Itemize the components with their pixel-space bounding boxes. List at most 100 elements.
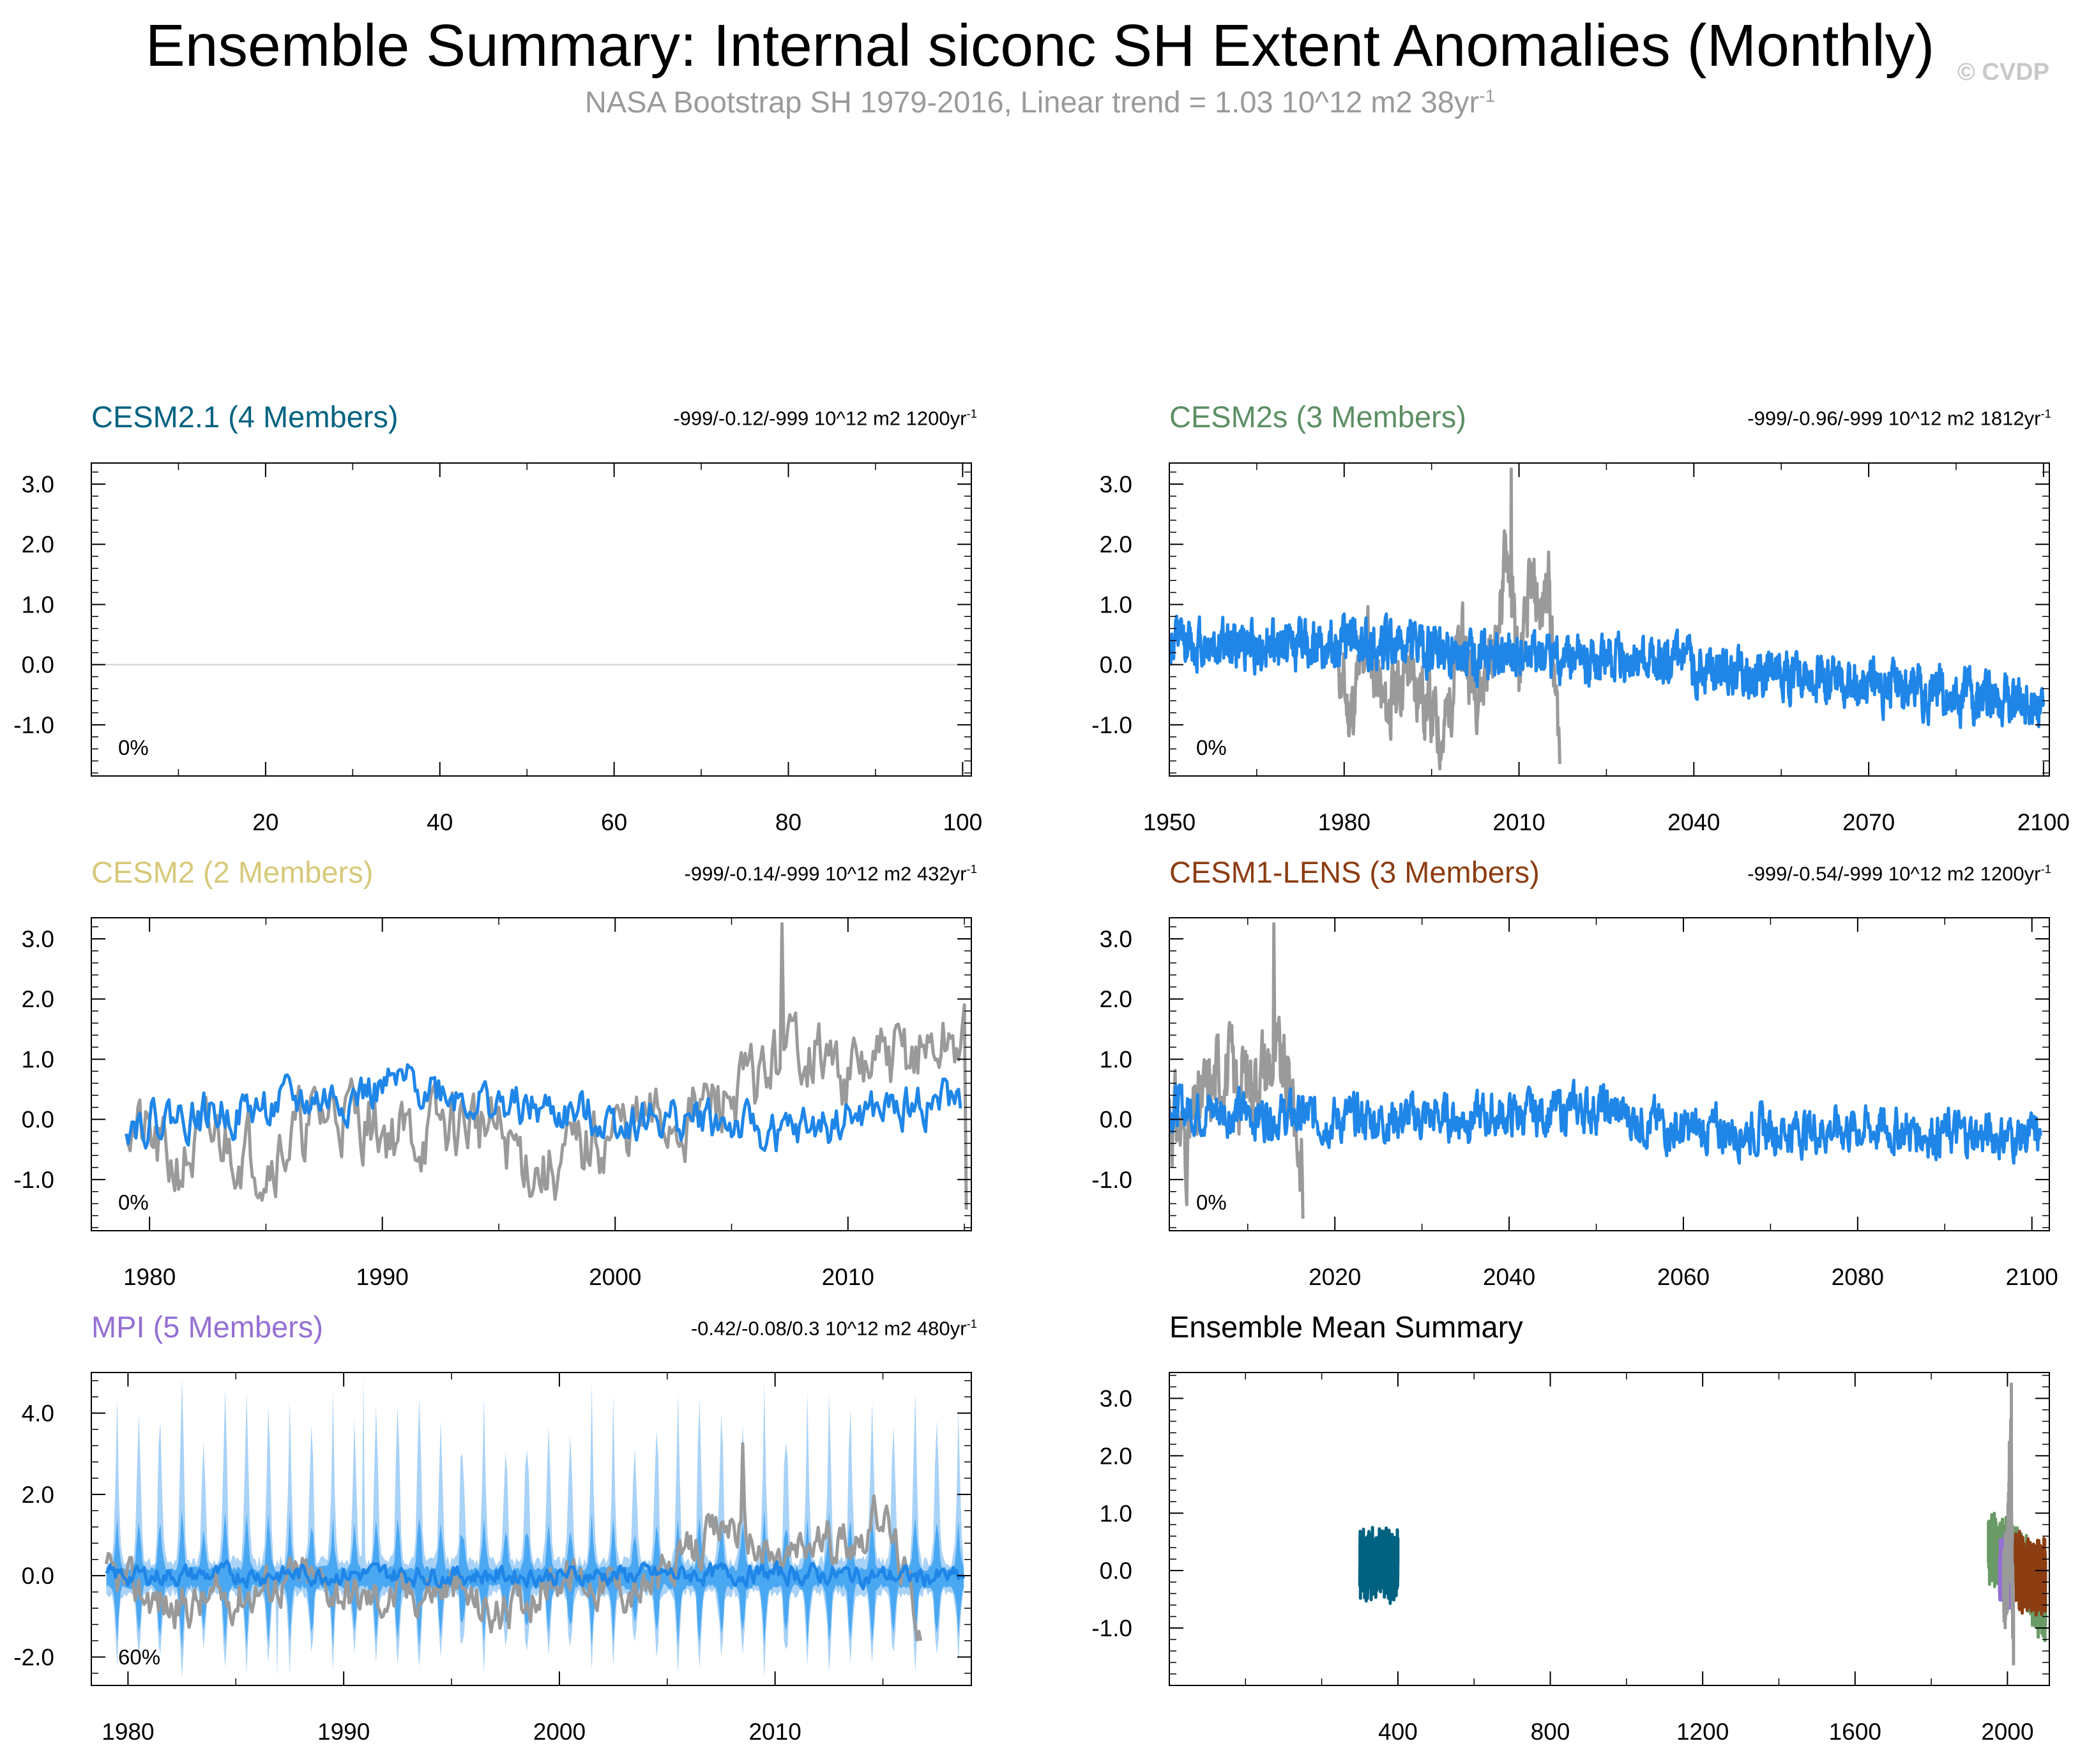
cesm2s-xtick-label: 1980: [1318, 809, 1370, 835]
cesm21-stats-text: -999/-0.12/-999 10^12 m2 1200yr: [673, 407, 967, 430]
cesm1lens-xtick-label: 2020: [1309, 1264, 1361, 1290]
cesm2-panel-stats: -999/-0.14/-999 10^12 m2 432yr-1: [685, 862, 977, 885]
cesm1lens-xtick-label: 2100: [2006, 1264, 2058, 1290]
cesm1lens-xtick-label: 2040: [1483, 1264, 1535, 1290]
cesm1lens-xtick-label: 2060: [1657, 1264, 1710, 1290]
cesm21-xtick-label: 20: [252, 809, 278, 835]
figure-subtitle: NASA Bootstrap SH 1979-2016, Linear tren…: [0, 84, 2080, 119]
cesm2s-ytick-label: 3.0: [1100, 471, 1132, 498]
ensmean-xtick-label: 1200: [1676, 1719, 1729, 1745]
ensmean-ytick-label: -1.0: [1091, 1615, 1132, 1641]
ensmean-panel-title: Ensemble Mean Summary: [1169, 1310, 1523, 1344]
subtitle-text: NASA Bootstrap SH 1979-2016, Linear tren…: [584, 85, 1480, 119]
ensmean-series-observations: [2001, 1382, 2015, 1666]
cesm1lens-frame: [1169, 917, 2050, 1231]
cesm2-stats-text: -999/-0.14/-999 10^12 m2 432yr: [684, 862, 967, 885]
cesm1lens-series-observations: [1169, 922, 1305, 1219]
cesm2-frame: [91, 917, 972, 1231]
cesm2-xtick-label: 1980: [123, 1264, 176, 1290]
cesm1lens-panel: -1.0 0.0 1.0 2.0 3.0 2020 2040 2060 2080 2100 0%: [1091, 917, 2058, 1290]
mpi-stats-exponent: -1: [966, 1317, 977, 1330]
cesm2s-stats-text: -999/-0.96/-999 10^12 m2 1812yr: [1747, 407, 2041, 430]
cesm2-xtick-label: 2000: [589, 1264, 641, 1290]
ensmean-series-cesm2-1: [1358, 1526, 1400, 1606]
cesm2-ytick-label: -1.0: [13, 1167, 54, 1193]
figure-title: Ensemble Summary: Internal siconc SH Ext…: [145, 12, 1935, 79]
cesm2s-panel-stats: -999/-0.96/-999 10^12 m2 1812yr-1: [1747, 407, 2051, 430]
cesm1lens-ytick-label: 3.0: [1100, 926, 1132, 952]
cesm2s-xtick-label: 1950: [1143, 809, 1196, 835]
cesm21-xtick-label: 40: [427, 809, 453, 835]
mpi-panel-title: MPI (5 Members): [91, 1310, 323, 1344]
mpi-xtick-label: 1980: [102, 1719, 154, 1745]
ensmean-frame: [1169, 1372, 2050, 1686]
cesm2s-stats-exponent: -1: [2040, 407, 2051, 420]
mpi-panel: -2.0 0.0 2.0 4.0 1980 1990 2000 2010 60%: [13, 1372, 972, 1745]
ensmean-xtick-label: 1600: [1829, 1719, 1881, 1745]
ensmean-xtick-label: 800: [1531, 1719, 1570, 1745]
cesm2s-ytick-label: 1.0: [1100, 591, 1132, 618]
cesm1lens-stats-exponent: -1: [2040, 862, 2051, 876]
ensmean-data: [1358, 1382, 2047, 1666]
cesm2-ytick-label: 0.0: [22, 1107, 54, 1133]
cesm21-ytick-label: 3.0: [22, 471, 54, 498]
cesm21-ytick-label: 1.0: [22, 591, 54, 618]
cesm2-series-observations: [125, 922, 968, 1210]
cesm2s-frame: [1169, 462, 2050, 777]
cesm21-stats-exponent: -1: [966, 407, 977, 420]
cesm2-xtick-label: 2010: [822, 1264, 874, 1290]
cesm1lens-panel-title: CESM1-LENS (3 Members): [1169, 855, 1540, 889]
cesm2s-ytick-label: 0.0: [1100, 652, 1132, 678]
mpi-frame: [91, 1372, 972, 1686]
ensmean-ytick-label: 3.0: [1100, 1385, 1132, 1411]
ensmean-xtick-label: 400: [1378, 1719, 1418, 1745]
cesm21-xtick-label: 60: [601, 809, 627, 835]
cesm1lens-stats-text: -999/-0.54/-999 10^12 m2 1200yr: [1747, 862, 2041, 885]
cesm2-ytick-label: 3.0: [22, 926, 54, 952]
cesm2s-data: [1169, 467, 2046, 771]
mpi-ytick-label: -2.0: [13, 1644, 54, 1670]
cesm1lens-ytick-label: 2.0: [1100, 986, 1132, 1012]
cesm2s-series-observations: [1337, 467, 1561, 771]
cesm1lens-pct-label: 0%: [1196, 1190, 1227, 1214]
cesm1lens-data: [1169, 922, 2042, 1219]
cesm2s-panel: -1.0 0.0 1.0 2.0 3.0 1950 1980 2010 2040 2070 2100…: [1091, 462, 2070, 835]
cesm2-panel: -1.0 0.0 1.0 2.0 3.0 1980 1990 2000 2010 0%: [13, 917, 972, 1290]
ensmean-ytick-label: 0.0: [1100, 1558, 1132, 1584]
mpi-data: [105, 1376, 966, 1678]
cesm2s-xtick-label: 2040: [1667, 809, 1720, 835]
cesm1lens-ytick-label: -1.0: [1091, 1167, 1132, 1193]
mpi-xtick-label: 2010: [748, 1719, 801, 1745]
cesm2-stats-exponent: -1: [966, 862, 977, 876]
cesm2-pct-label: 0%: [118, 1190, 149, 1214]
cesm2s-pct-label: 0%: [1196, 736, 1227, 759]
cesm21-xtick-label: 80: [775, 809, 801, 835]
cesm1lens-xtick-label: 2080: [1832, 1264, 1884, 1290]
ensmean-ytick-label: 1.0: [1100, 1500, 1132, 1526]
cesm1lens-ytick-label: 1.0: [1100, 1046, 1132, 1072]
mpi-series-observations: [105, 1441, 923, 1642]
cesm2-ytick-label: 2.0: [22, 986, 54, 1012]
ensmean-panel: -1.0 0.0 1.0 2.0 3.0 400 800 1200 1600 2000: [1091, 1372, 2050, 1745]
cesm2-data: [125, 922, 968, 1210]
cesm2s-xtick-label: 2010: [1492, 809, 1545, 835]
mpi-xtick-label: 1990: [317, 1719, 370, 1745]
cesm2s-xtick-label: 2100: [2017, 809, 2070, 835]
cesm21-ytick-label: 2.0: [22, 531, 54, 558]
cesm1lens-series-ensemble-mean: [1169, 1079, 2042, 1165]
cesm21-panel: -1.0 0.0 1.0 2.0 3.0 20 40 60 80 100 0%: [13, 462, 982, 835]
cesm2s-series-ensemble-mean: [1169, 612, 2046, 729]
ensmean-xtick-label: 2000: [1981, 1719, 2033, 1745]
cesm21-frame: [91, 462, 972, 777]
cesm1lens-panel-stats: -999/-0.54/-999 10^12 m2 1200yr-1: [1747, 862, 2051, 885]
mpi-spread-outer: [106, 1376, 964, 1678]
cesm2s-panel-title: CESM2s (3 Members): [1169, 400, 1466, 434]
cesm21-ytick-label: -1.0: [13, 712, 54, 738]
cvdp-watermark: © CVDP: [1957, 59, 2049, 86]
mpi-panel-stats: -0.42/-0.08/0.3 10^12 m2 480yr-1: [691, 1317, 977, 1340]
cesm2s-ytick-label: 2.0: [1100, 531, 1132, 558]
mpi-ytick-label: 0.0: [22, 1563, 54, 1589]
mpi-pct-label: 60%: [118, 1645, 160, 1669]
mpi-stats-text: -0.42/-0.08/0.3 10^12 m2 480yr: [690, 1317, 967, 1340]
